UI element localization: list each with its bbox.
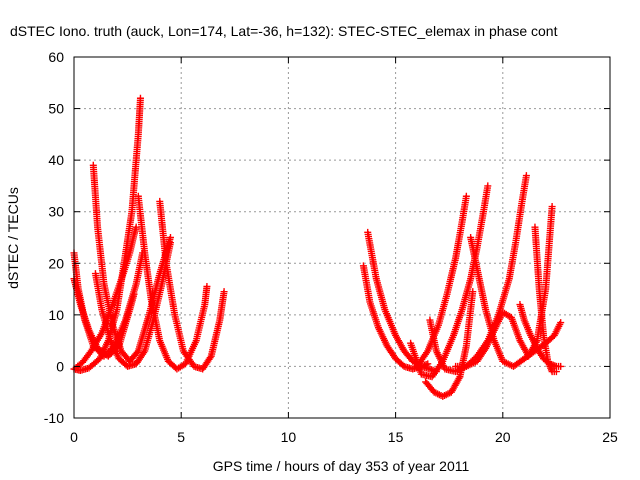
data-point	[206, 354, 214, 362]
x-axis-label: GPS time / hours of day 353 of year 2011	[213, 458, 470, 474]
x-tick-labels: 0 5 10 15 20 25	[70, 429, 618, 445]
data-point	[557, 362, 565, 370]
data-point	[522, 172, 530, 180]
data-point	[552, 368, 560, 376]
data-point	[557, 319, 565, 327]
data-point	[469, 288, 477, 296]
x-tick-label: 10	[281, 429, 297, 445]
x-tick-label: 20	[495, 429, 511, 445]
series-3	[70, 275, 138, 360]
x-tick-label: 0	[70, 429, 78, 445]
y-tick-label: -10	[44, 410, 64, 426]
y-tick-labels: -10 0 10 20 30 40 50 60	[44, 49, 64, 426]
y-tick-label: 20	[48, 255, 64, 271]
plot-frame	[73, 56, 611, 419]
y-tick-label: 0	[56, 358, 64, 374]
data-point	[140, 349, 148, 357]
series-7	[156, 197, 228, 373]
data-point	[166, 239, 174, 247]
y-tick-label: 10	[48, 307, 64, 323]
axis-ticks	[73, 56, 611, 419]
series-17	[531, 223, 560, 376]
y-tick-label: 50	[48, 101, 64, 117]
data-point	[484, 182, 492, 190]
data-point	[130, 290, 138, 298]
x-tick-label: 25	[602, 429, 618, 445]
y-tick-label: 60	[48, 49, 64, 65]
series-10	[407, 182, 492, 381]
y-tick-label: 40	[48, 152, 64, 168]
series-6	[134, 192, 211, 373]
data-point	[220, 288, 228, 296]
x-tick-label: 15	[388, 429, 404, 445]
data-point	[548, 203, 556, 211]
chart-title: dSTEC Iono. truth (auck, Lon=174, Lat=-3…	[10, 23, 558, 39]
data-point	[136, 94, 144, 102]
data-point	[203, 282, 211, 290]
y-axis-label: dSTEC / TECUs	[5, 187, 21, 289]
x-tick-label: 5	[177, 429, 185, 445]
data-points	[70, 94, 565, 400]
y-tick-label: 30	[48, 204, 64, 220]
series-12	[422, 288, 477, 400]
data-point	[462, 192, 470, 200]
